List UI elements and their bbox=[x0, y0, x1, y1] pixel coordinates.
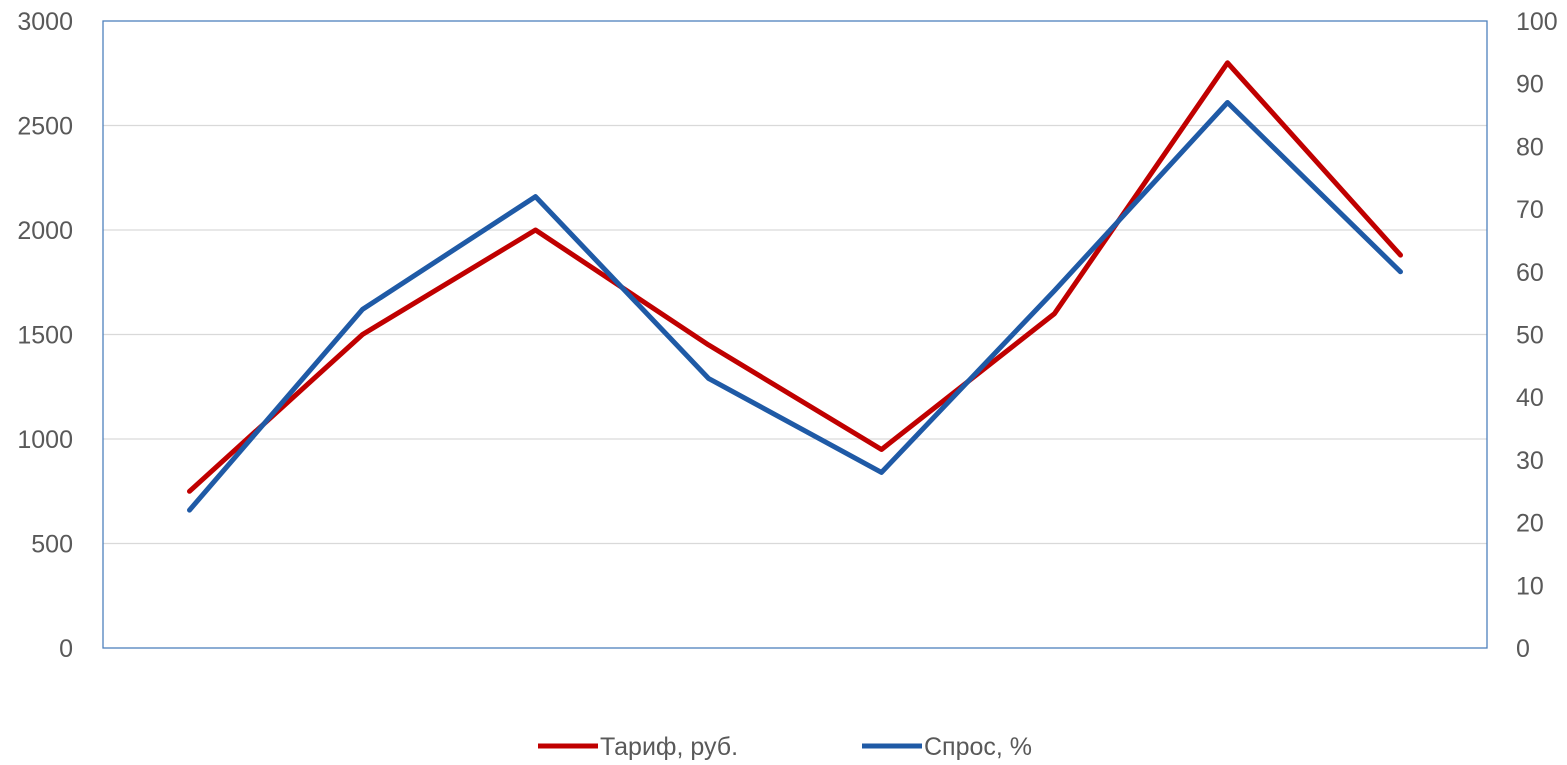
series-line-1 bbox=[187, 60, 1403, 494]
series-line-2 bbox=[187, 100, 1403, 513]
left-tick-label: 500 bbox=[31, 531, 73, 559]
right-tick-label: 20 bbox=[1516, 510, 1544, 538]
right-tick-label: 0 bbox=[1516, 635, 1530, 663]
right-tick-label: 70 bbox=[1516, 196, 1544, 224]
series-lines bbox=[187, 60, 1403, 513]
right-tick-label: 90 bbox=[1516, 71, 1544, 99]
left-tick-label: 0 bbox=[59, 635, 73, 663]
right-tick-label: 40 bbox=[1516, 384, 1544, 412]
right-tick-label: 50 bbox=[1516, 322, 1544, 350]
legend: Тариф, руб. Спрос, % bbox=[538, 733, 1032, 761]
gridlines bbox=[103, 124, 1487, 545]
right-tick-label: 100 bbox=[1516, 8, 1558, 36]
left-tick-label: 1500 bbox=[17, 322, 73, 350]
legend-label-1: Тариф, руб. bbox=[600, 733, 738, 761]
right-tick-label: 30 bbox=[1516, 447, 1544, 475]
left-tick-label: 2500 bbox=[17, 113, 73, 141]
right-tick-label: 10 bbox=[1516, 572, 1544, 600]
right-tick-label: 80 bbox=[1516, 133, 1544, 161]
left-tick-label: 2000 bbox=[17, 217, 73, 245]
left-axis-ticks: 0 500 1000 1500 2000 2500 3000 bbox=[17, 8, 73, 663]
left-tick-label: 1000 bbox=[17, 426, 73, 454]
left-tick-label: 3000 bbox=[17, 8, 73, 36]
plot-area-border bbox=[102, 20, 1488, 649]
legend-label-2: Спрос, % bbox=[924, 733, 1032, 761]
right-axis-ticks: 0 10 20 30 40 50 60 70 80 90 100 bbox=[1516, 8, 1558, 663]
right-tick-label: 60 bbox=[1516, 259, 1544, 287]
